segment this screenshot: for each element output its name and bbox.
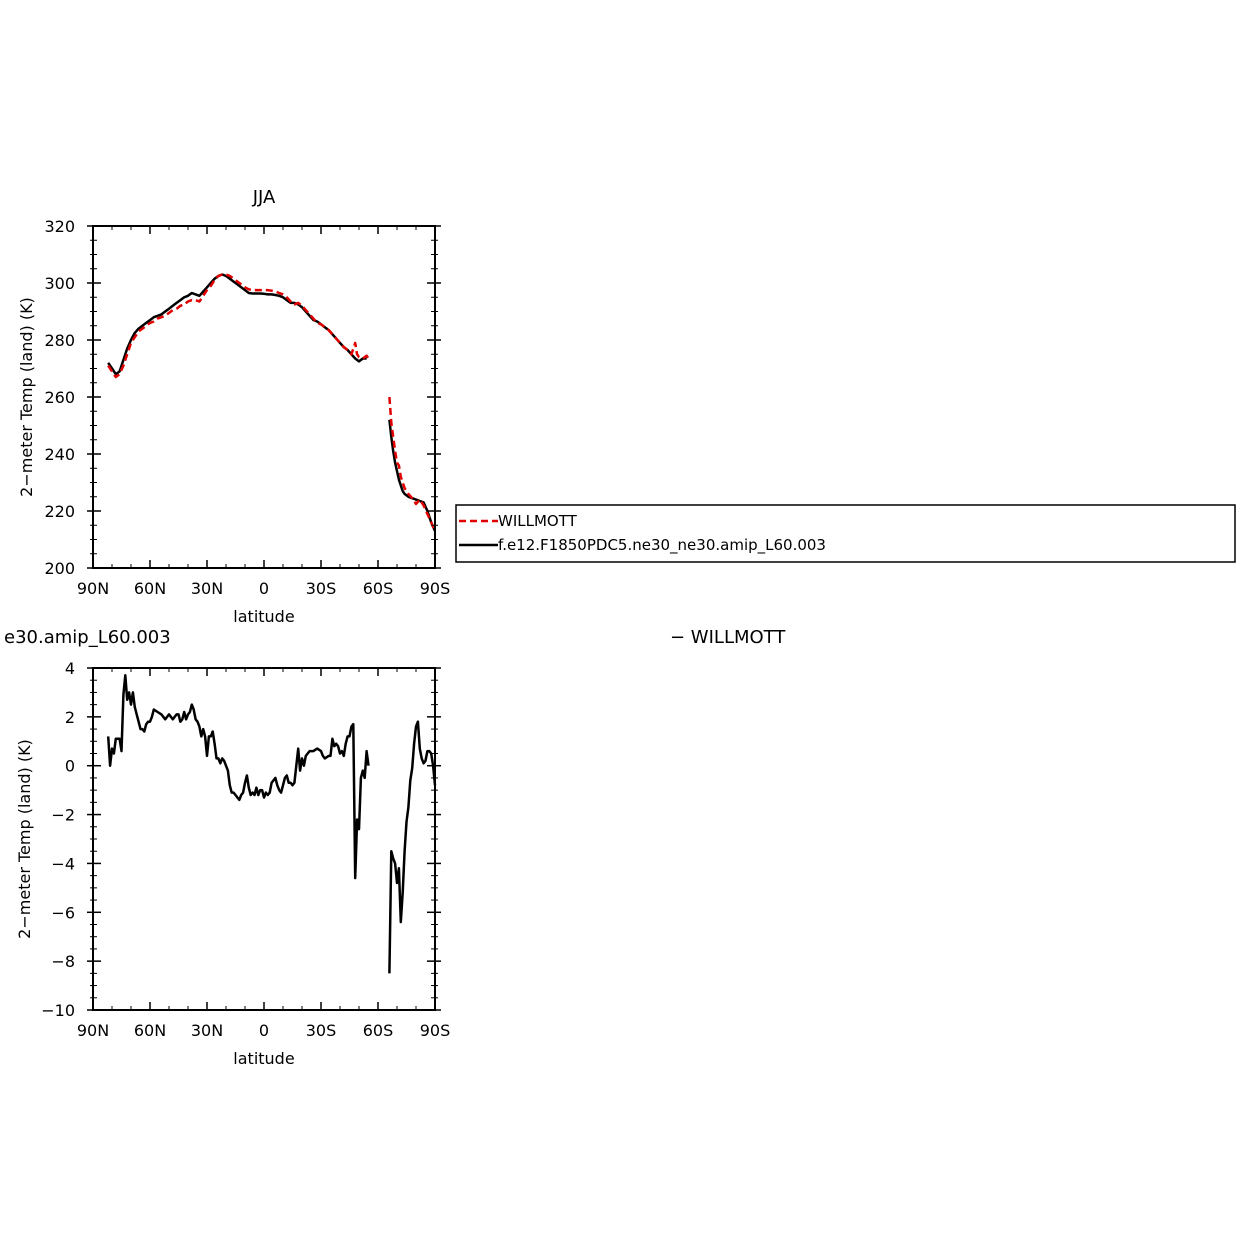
top-x-tick-label: 30S: [306, 579, 337, 598]
top-series-group: [107, 273, 437, 532]
bottom-x-tick-label: 30S: [306, 1021, 337, 1040]
top-x-tick-label: 90S: [420, 579, 451, 598]
top-x-tick-label: 30N: [191, 579, 223, 598]
legend: WILLMOTT f.e12.F1850PDC5.ne30_ne30.amip_…: [455, 504, 1236, 563]
top-panel: JJA 90N 60N 30N 0 30S 60S 90S 200 220 240 260 280 30…: [17, 187, 450, 626]
bottom-y-tick-label: −8: [51, 952, 75, 971]
bottom-plot-frame: [92, 667, 436, 1011]
top-x-axis-title: latitude: [233, 607, 294, 626]
bottom-x-tick-label: 90N: [77, 1021, 109, 1040]
bottom-axis-ticks: 90N 60N 30N 0 30S 60S 90S −10 −8 −6 −4 −2 0 2 4: [41, 659, 450, 1040]
bottom-y-tick-label: −4: [51, 854, 75, 873]
bottom-x-tick-label: 60N: [134, 1021, 166, 1040]
bottom-plot-title-right: − WILLMOTT: [670, 627, 786, 648]
bottom-series-line-difference: [106, 674, 370, 880]
bottom-panel: e30.amip_L60.003 − WILLMOTT 90N 60N 30N 0 30…: [4, 627, 786, 1068]
legend-label-willmott: WILLMOTT: [498, 512, 578, 530]
bottom-y-tick-label: 0: [65, 757, 75, 776]
top-y-tick-label: 220: [44, 502, 75, 521]
bottom-series-group: [106, 674, 437, 974]
top-y-tick-label: 300: [44, 274, 75, 293]
legend-label-model: f.e12.F1850PDC5.ne30_ne30.amip_L60.003: [498, 536, 826, 555]
top-x-tick-label: 60S: [363, 579, 394, 598]
legend-box: [455, 504, 1236, 563]
bottom-y-axis-title: 2−meter Temp (land) (K): [15, 739, 34, 939]
top-series-line-willmott: [388, 396, 437, 532]
bottom-y-tick-label: 2: [65, 708, 75, 727]
bottom-x-axis-title: latitude: [233, 1049, 294, 1068]
top-plot-frame: [92, 225, 436, 569]
top-y-tick-label: 280: [44, 331, 75, 350]
bottom-plot-title-left: e30.amip_L60.003: [4, 627, 171, 648]
top-y-tick-label: 320: [44, 217, 75, 236]
top-y-tick-label: 200: [44, 559, 75, 578]
top-series-line-model: [107, 273, 367, 376]
top-y-tick-label: 240: [44, 445, 75, 464]
bottom-series-line-difference: [388, 720, 437, 974]
bottom-x-tick-label: 60S: [363, 1021, 394, 1040]
bottom-x-tick-label: 0: [259, 1021, 269, 1040]
top-axis-ticks: 90N 60N 30N 0 30S 60S 90S 200 220 240 260 280 300 320: [44, 217, 450, 598]
top-x-tick-label: 0: [259, 579, 269, 598]
bottom-y-tick-label: 4: [65, 659, 75, 678]
top-y-axis-title: 2−meter Temp (land) (K): [17, 297, 36, 497]
top-y-tick-label: 260: [44, 388, 75, 407]
top-plot-title: JJA: [252, 187, 276, 208]
top-x-tick-label: 90N: [77, 579, 109, 598]
bottom-y-tick-label: −6: [51, 903, 75, 922]
top-x-tick-label: 60N: [134, 579, 166, 598]
top-series-line-willmott: [107, 273, 370, 379]
bottom-y-tick-label: −10: [41, 1001, 75, 1020]
bottom-y-tick-label: −2: [51, 806, 75, 825]
bottom-x-tick-label: 90S: [420, 1021, 451, 1040]
bottom-x-tick-label: 30N: [191, 1021, 223, 1040]
